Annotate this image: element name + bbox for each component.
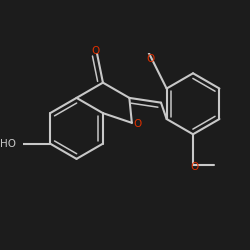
Text: O: O: [133, 119, 141, 129]
Text: O: O: [92, 46, 100, 56]
Text: O: O: [146, 54, 155, 64]
Text: O: O: [190, 162, 198, 172]
Text: HO: HO: [0, 139, 16, 149]
